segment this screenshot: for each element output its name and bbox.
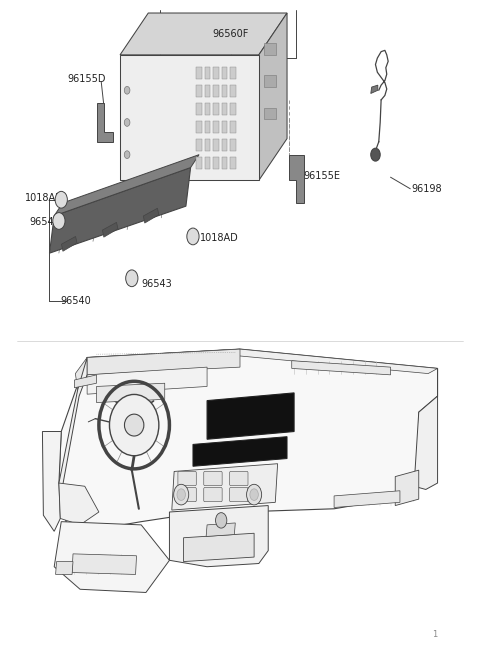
FancyBboxPatch shape [205,67,211,79]
FancyBboxPatch shape [230,85,236,97]
FancyBboxPatch shape [205,103,211,115]
Polygon shape [75,349,240,390]
Polygon shape [97,103,113,142]
Circle shape [174,484,189,505]
Polygon shape [289,154,303,203]
Circle shape [53,213,65,229]
FancyBboxPatch shape [230,103,236,115]
FancyBboxPatch shape [205,121,211,133]
FancyBboxPatch shape [213,103,219,115]
Polygon shape [395,470,419,506]
FancyBboxPatch shape [213,121,219,133]
Text: 96540: 96540 [60,296,91,306]
FancyBboxPatch shape [205,157,211,169]
FancyBboxPatch shape [230,157,236,169]
Polygon shape [371,85,378,93]
FancyBboxPatch shape [213,67,219,79]
Polygon shape [54,154,199,216]
FancyBboxPatch shape [222,85,228,97]
Polygon shape [193,437,287,466]
Text: 1018AD: 1018AD [200,233,239,243]
FancyBboxPatch shape [213,139,219,151]
Polygon shape [292,361,391,375]
Polygon shape [49,168,191,253]
Circle shape [247,484,262,505]
Polygon shape [183,533,254,562]
FancyBboxPatch shape [230,67,236,79]
Polygon shape [72,554,136,574]
FancyBboxPatch shape [222,157,228,169]
FancyBboxPatch shape [178,487,196,502]
Polygon shape [59,349,438,532]
Circle shape [177,489,185,501]
Polygon shape [120,55,259,181]
Polygon shape [259,13,287,181]
FancyBboxPatch shape [178,472,196,486]
Polygon shape [56,562,73,574]
FancyBboxPatch shape [204,487,222,502]
Polygon shape [54,522,169,593]
Circle shape [371,148,380,161]
Polygon shape [169,506,268,567]
FancyBboxPatch shape [204,472,222,486]
Polygon shape [207,393,294,440]
Circle shape [124,87,130,94]
Text: 96543: 96543 [29,217,60,227]
Polygon shape [414,396,438,489]
Circle shape [55,191,67,208]
Polygon shape [334,491,400,507]
Polygon shape [87,349,438,374]
Text: 1: 1 [432,630,438,639]
Circle shape [124,151,130,158]
Polygon shape [59,483,99,525]
Text: 96543: 96543 [141,279,172,289]
Polygon shape [61,237,77,251]
Ellipse shape [124,414,144,436]
FancyBboxPatch shape [196,103,202,115]
FancyBboxPatch shape [205,85,211,97]
FancyBboxPatch shape [229,487,248,502]
FancyBboxPatch shape [196,67,202,79]
Polygon shape [102,222,118,237]
FancyBboxPatch shape [222,139,228,151]
Ellipse shape [109,394,159,456]
FancyBboxPatch shape [230,121,236,133]
Polygon shape [74,375,96,388]
FancyBboxPatch shape [196,139,202,151]
FancyBboxPatch shape [196,85,202,97]
Polygon shape [59,357,87,488]
FancyBboxPatch shape [213,157,219,169]
Polygon shape [42,432,61,532]
FancyBboxPatch shape [222,103,228,115]
FancyBboxPatch shape [196,121,202,133]
FancyBboxPatch shape [264,76,276,87]
FancyBboxPatch shape [264,108,276,120]
Circle shape [216,512,227,528]
Text: 96198: 96198 [412,184,443,194]
Polygon shape [206,523,235,537]
Circle shape [250,489,258,501]
Polygon shape [120,13,287,55]
Text: 96155E: 96155E [303,171,340,181]
Polygon shape [87,367,207,394]
Polygon shape [172,464,277,510]
FancyBboxPatch shape [222,121,228,133]
FancyBboxPatch shape [213,85,219,97]
Text: 96155D: 96155D [68,74,107,83]
Circle shape [187,228,199,245]
FancyBboxPatch shape [222,67,228,79]
FancyBboxPatch shape [230,139,236,151]
Polygon shape [96,383,165,403]
FancyBboxPatch shape [205,139,211,151]
FancyBboxPatch shape [264,43,276,55]
FancyBboxPatch shape [196,157,202,169]
Polygon shape [144,208,159,223]
FancyBboxPatch shape [229,472,248,486]
Text: 96560F: 96560F [213,30,249,39]
Circle shape [124,119,130,126]
Circle shape [126,270,138,286]
Text: H: H [132,420,137,430]
Text: 1018AD: 1018AD [25,193,64,203]
